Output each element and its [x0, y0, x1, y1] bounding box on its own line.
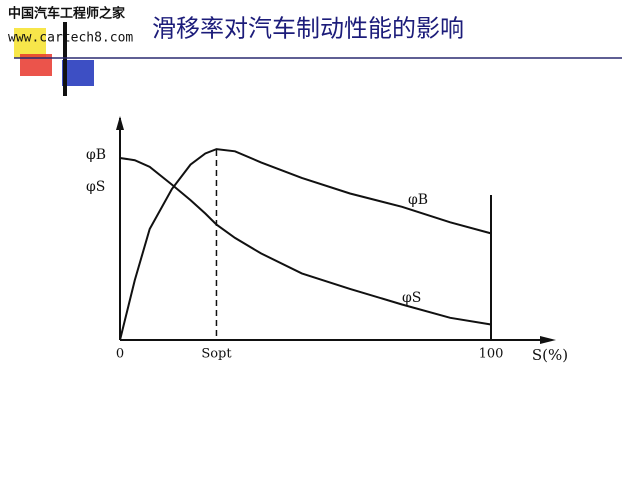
x-tick-label: 100 [479, 347, 504, 362]
x-tick-label: Sopt [201, 347, 232, 362]
logo-square-blue [62, 60, 94, 86]
logo-bar [63, 22, 67, 96]
y-axis-series-label: φS [86, 179, 105, 195]
logo-name: 中国汽车工程师之家 [8, 6, 126, 22]
x-axis-label: S(%) [532, 346, 568, 364]
y-arrow [116, 116, 124, 130]
series-line [119, 157, 492, 326]
logo-square-red [20, 54, 52, 76]
x-arrow [540, 336, 556, 344]
curve-label: φB [408, 192, 428, 208]
slide-title: 滑移率对汽车制动性能的影响 [152, 15, 464, 43]
logo-square-yellow [14, 28, 46, 58]
x-tick-label: 0 [116, 347, 124, 362]
curve-label: φS [402, 290, 421, 306]
series-line [119, 148, 492, 341]
y-axis-series-label: φB [86, 147, 106, 163]
logo-url: www.cartech8.com [8, 31, 133, 46]
